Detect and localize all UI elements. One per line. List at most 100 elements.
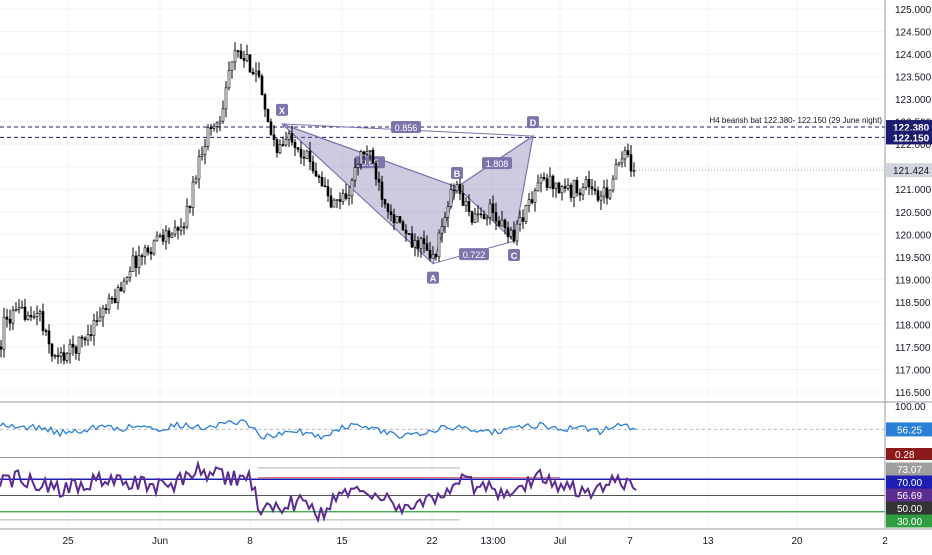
candle bbox=[506, 221, 510, 243]
candle-body bbox=[536, 182, 540, 192]
candle bbox=[575, 176, 579, 197]
candle bbox=[77, 336, 81, 361]
candle bbox=[347, 186, 351, 206]
candle-body bbox=[491, 203, 495, 213]
price-tick-label: 117.500 bbox=[895, 343, 931, 354]
rsi-secondary-box bbox=[886, 448, 932, 460]
candle-body bbox=[443, 217, 447, 227]
candle bbox=[119, 281, 123, 292]
candle-body bbox=[572, 179, 576, 198]
rsi-value-box bbox=[886, 422, 932, 437]
candle bbox=[17, 299, 21, 314]
candle bbox=[221, 100, 225, 124]
candle bbox=[311, 155, 315, 174]
candle bbox=[518, 210, 522, 232]
candle bbox=[212, 123, 216, 132]
candle bbox=[242, 51, 246, 68]
candle bbox=[602, 179, 606, 204]
candle-body bbox=[302, 156, 306, 159]
candle-body bbox=[26, 315, 30, 320]
candle-body bbox=[293, 141, 297, 148]
candle bbox=[581, 183, 585, 201]
candle bbox=[275, 137, 279, 158]
candle-body bbox=[365, 151, 369, 155]
price-tick-label: 119.000 bbox=[895, 275, 931, 286]
candle-body bbox=[620, 158, 624, 164]
candle-body bbox=[542, 177, 546, 179]
candle-body bbox=[581, 187, 585, 196]
candle bbox=[218, 115, 222, 132]
candle-body bbox=[548, 175, 552, 188]
candle bbox=[257, 62, 261, 79]
candle bbox=[101, 305, 105, 327]
candle-body bbox=[518, 217, 522, 225]
current-price-label: 121.424 bbox=[893, 166, 930, 177]
candle-body bbox=[56, 355, 60, 357]
candle-body bbox=[389, 211, 393, 215]
pattern-point-label: X bbox=[279, 106, 285, 116]
candle-body bbox=[560, 186, 564, 194]
candle-body bbox=[449, 189, 453, 207]
rsi-panel[interactable] bbox=[0, 419, 885, 441]
candle-body bbox=[11, 310, 15, 324]
candle-body bbox=[260, 75, 264, 96]
candle bbox=[305, 149, 309, 160]
candle-body bbox=[107, 297, 111, 311]
candle-body bbox=[584, 179, 588, 188]
candle-body bbox=[8, 318, 12, 324]
candle-body bbox=[488, 203, 492, 218]
candle bbox=[203, 138, 207, 165]
candle bbox=[269, 118, 273, 136]
candle-body bbox=[350, 179, 354, 197]
candle-body bbox=[146, 247, 150, 253]
candle-body bbox=[617, 162, 621, 165]
candle-body bbox=[197, 156, 201, 180]
candle bbox=[500, 210, 504, 227]
candle-body bbox=[392, 214, 396, 224]
harmonic-pattern[interactable]: X A B C D 0.856 0.65 1.808 0.722 bbox=[276, 103, 539, 284]
candle bbox=[608, 189, 612, 200]
candle-body bbox=[158, 234, 162, 237]
candle-body bbox=[278, 144, 282, 154]
candle-body bbox=[545, 178, 549, 188]
stoch-rsi-panel[interactable] bbox=[0, 459, 885, 524]
current-price-box bbox=[886, 163, 932, 178]
candle-body bbox=[437, 232, 441, 258]
candle-body bbox=[608, 189, 612, 199]
candle-body bbox=[194, 178, 198, 183]
candle bbox=[392, 208, 396, 231]
candlestick-series[interactable] bbox=[0, 42, 636, 365]
candle bbox=[422, 230, 426, 254]
candle-body bbox=[431, 254, 435, 259]
candle bbox=[632, 162, 636, 177]
candle-body bbox=[122, 280, 126, 292]
candle bbox=[416, 236, 420, 257]
candle bbox=[296, 147, 300, 153]
candle bbox=[461, 184, 465, 206]
candle bbox=[20, 300, 24, 309]
candle bbox=[545, 173, 549, 191]
candle bbox=[284, 131, 288, 147]
candle bbox=[137, 245, 141, 275]
candle-body bbox=[290, 133, 294, 143]
candle bbox=[239, 43, 243, 60]
candle bbox=[425, 235, 429, 251]
candle-body bbox=[155, 235, 159, 242]
candle-body bbox=[176, 227, 180, 231]
candle-body bbox=[296, 147, 300, 150]
candle bbox=[341, 189, 345, 206]
candle-body bbox=[89, 334, 93, 337]
candle-body bbox=[182, 226, 186, 229]
candle bbox=[188, 205, 192, 214]
candle bbox=[626, 143, 630, 158]
pattern-ratio-box bbox=[391, 121, 421, 134]
candle-body bbox=[173, 227, 177, 235]
candle bbox=[473, 207, 477, 224]
candle bbox=[614, 158, 618, 180]
candle-body bbox=[245, 54, 249, 61]
candle-body bbox=[32, 316, 36, 318]
candle-body bbox=[74, 346, 78, 354]
candle bbox=[155, 231, 159, 242]
